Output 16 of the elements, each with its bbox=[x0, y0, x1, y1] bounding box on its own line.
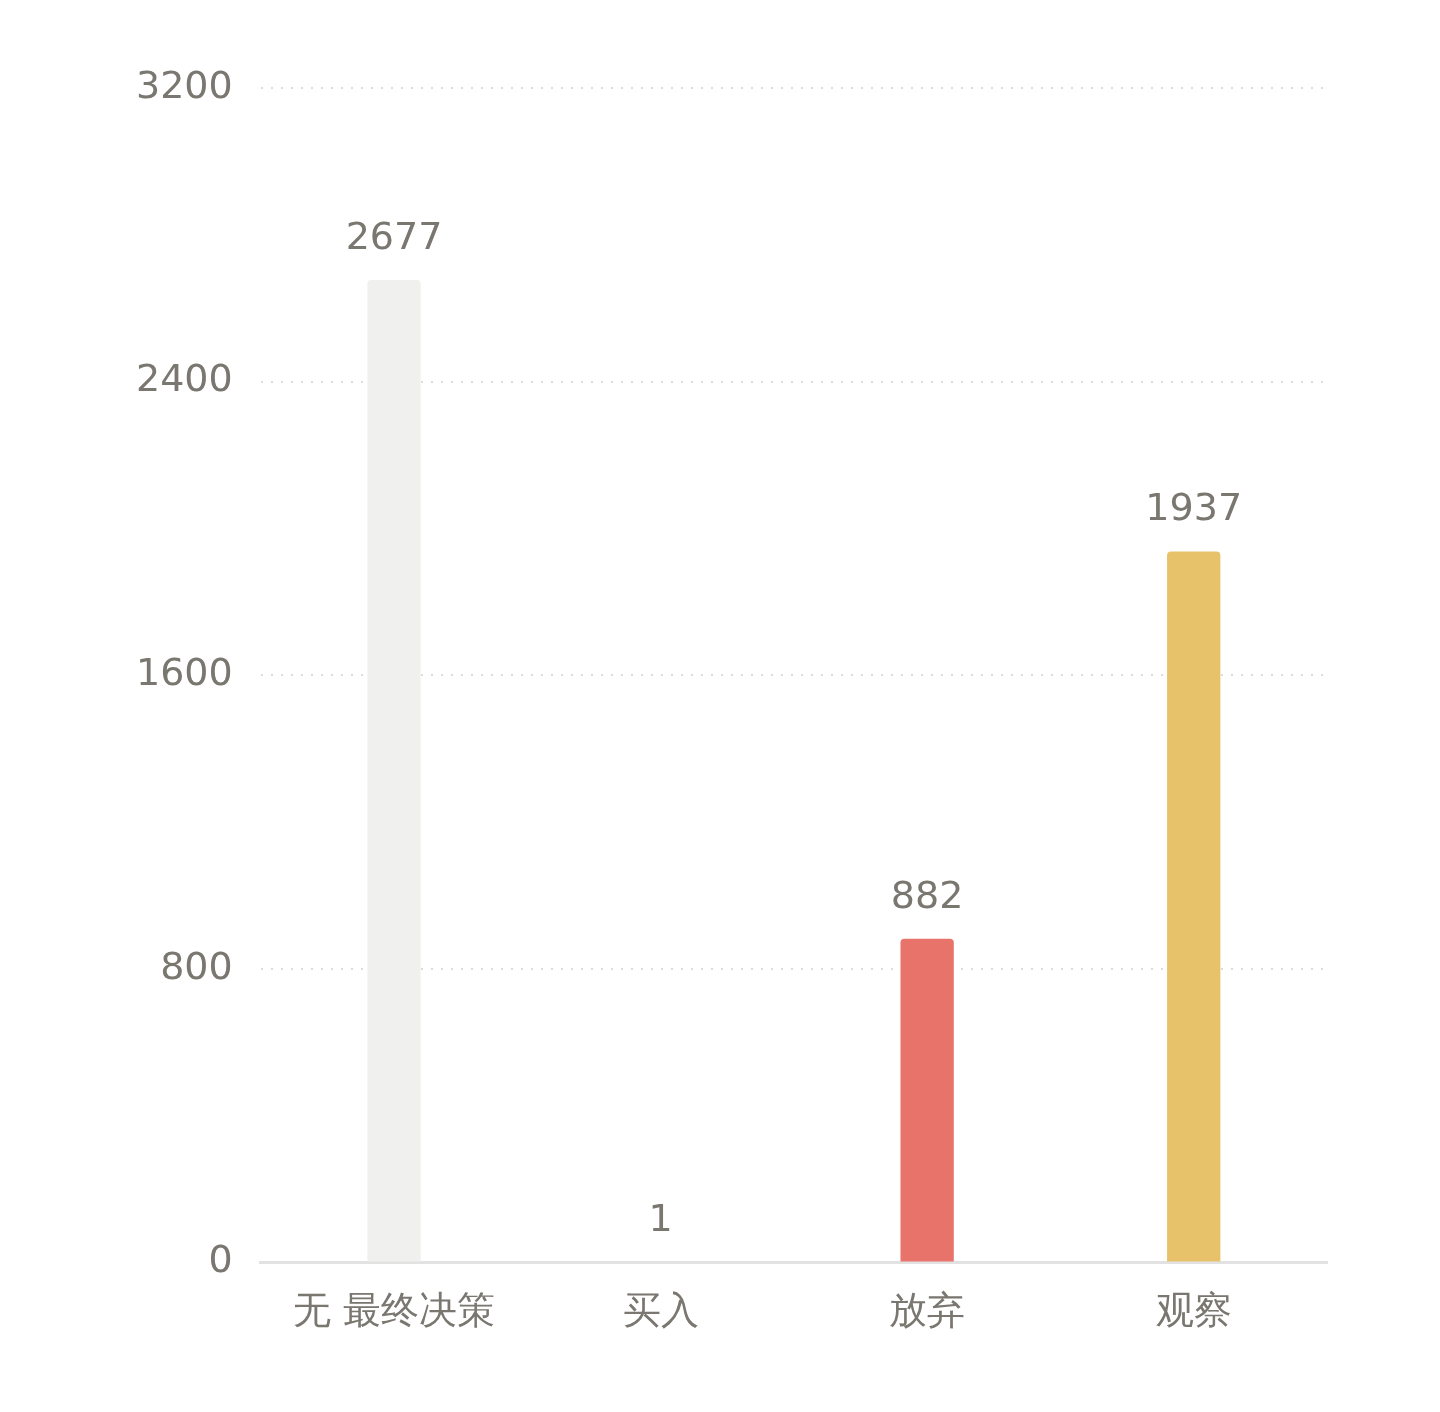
y-tick-label: 0 bbox=[208, 1237, 233, 1282]
y-tick-label: 2400 bbox=[135, 356, 233, 401]
data-label: 1 bbox=[648, 1195, 673, 1240]
y-tick-label: 3200 bbox=[135, 62, 233, 107]
y-tick-label: 1600 bbox=[135, 650, 233, 695]
bar bbox=[367, 279, 421, 1262]
x-tick-label: 观察 bbox=[1155, 1288, 1232, 1333]
data-label: 1937 bbox=[1145, 485, 1243, 530]
data-label: 882 bbox=[890, 872, 964, 917]
x-tick-label: 无 最终决策 bbox=[292, 1288, 496, 1333]
x-tick-label: 放弃 bbox=[889, 1288, 966, 1333]
bar bbox=[900, 938, 954, 1262]
y-tick-label: 800 bbox=[160, 943, 233, 988]
bar bbox=[1167, 551, 1221, 1262]
data-label: 2677 bbox=[345, 213, 443, 258]
x-tick-label: 买入 bbox=[622, 1288, 699, 1333]
